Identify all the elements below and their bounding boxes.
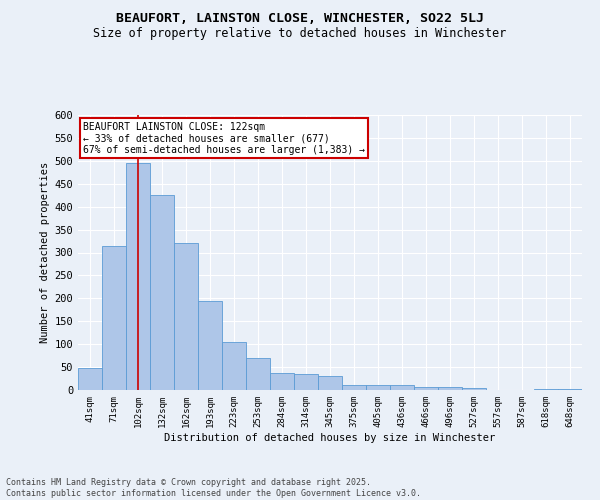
Bar bbox=[462, 388, 486, 390]
Bar bbox=[102, 246, 126, 390]
Y-axis label: Number of detached properties: Number of detached properties bbox=[40, 162, 50, 343]
Bar bbox=[198, 300, 222, 390]
X-axis label: Distribution of detached houses by size in Winchester: Distribution of detached houses by size … bbox=[164, 432, 496, 442]
Bar bbox=[150, 195, 174, 390]
Bar bbox=[126, 163, 150, 390]
Text: Size of property relative to detached houses in Winchester: Size of property relative to detached ho… bbox=[94, 28, 506, 40]
Bar bbox=[246, 358, 270, 390]
Bar bbox=[438, 387, 462, 390]
Bar bbox=[534, 389, 558, 390]
Bar bbox=[294, 374, 318, 390]
Bar bbox=[390, 384, 414, 390]
Text: BEAUFORT, LAINSTON CLOSE, WINCHESTER, SO22 5LJ: BEAUFORT, LAINSTON CLOSE, WINCHESTER, SO… bbox=[116, 12, 484, 26]
Bar bbox=[318, 376, 342, 390]
Bar bbox=[174, 244, 198, 390]
Bar bbox=[78, 368, 102, 390]
Text: BEAUFORT LAINSTON CLOSE: 122sqm
← 33% of detached houses are smaller (677)
67% o: BEAUFORT LAINSTON CLOSE: 122sqm ← 33% of… bbox=[83, 122, 365, 155]
Bar bbox=[222, 342, 246, 390]
Bar bbox=[366, 386, 390, 390]
Text: Contains HM Land Registry data © Crown copyright and database right 2025.
Contai: Contains HM Land Registry data © Crown c… bbox=[6, 478, 421, 498]
Bar bbox=[414, 387, 438, 390]
Bar bbox=[342, 386, 366, 390]
Bar bbox=[558, 389, 582, 390]
Bar bbox=[270, 372, 294, 390]
